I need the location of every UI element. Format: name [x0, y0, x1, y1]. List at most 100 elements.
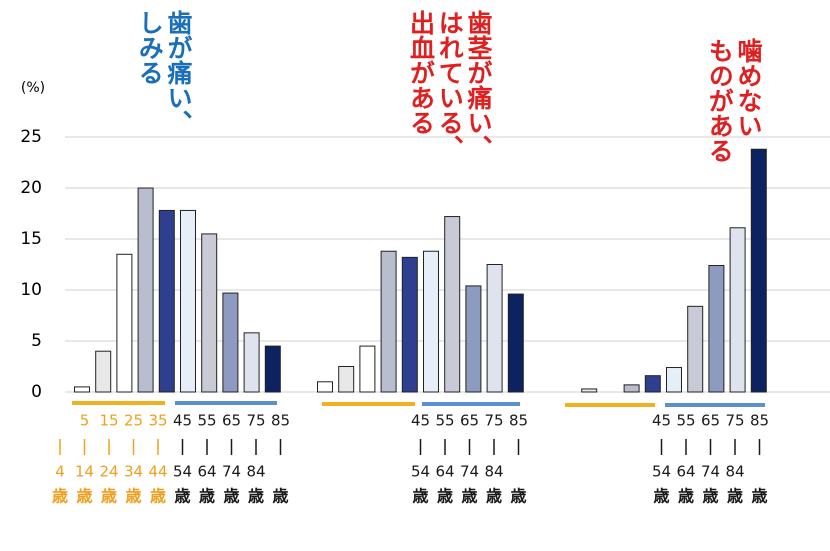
- age-from-label: 85: [509, 412, 528, 430]
- age-from-label: 65: [460, 412, 479, 430]
- age-from-label: 55: [197, 412, 216, 430]
- age-from-label: 75: [725, 412, 744, 430]
- age-unit-label: 歳: [223, 487, 239, 506]
- title-line: ものがある: [705, 38, 735, 163]
- y-tick-label: 0: [31, 382, 42, 402]
- age-to-label: 54: [411, 463, 430, 481]
- age-from-label: 55: [435, 412, 454, 430]
- age-to-label: 14: [75, 463, 94, 481]
- age-from-label: 75: [246, 412, 265, 430]
- age-to-label: 34: [124, 463, 143, 481]
- group-title: 歯茎が痛い、 はれている、 出血がある: [406, 10, 494, 160]
- age-unit-label: 歳: [486, 487, 502, 506]
- age-unit-label: 歳: [678, 487, 694, 506]
- bar: [201, 233, 218, 393]
- age-to-label: 84: [246, 463, 265, 481]
- bar: [623, 384, 640, 393]
- bar: [423, 250, 439, 393]
- age-from-label: 25: [124, 412, 143, 430]
- age-to-label: 4: [55, 463, 65, 481]
- bar: [729, 227, 746, 393]
- bar: [486, 264, 503, 393]
- age-from-label: 35: [148, 412, 167, 430]
- y-tick-label: 5: [31, 331, 42, 351]
- bar: [74, 386, 90, 393]
- bar: [317, 381, 333, 393]
- age-from-label: 15: [99, 412, 118, 430]
- bar: [687, 305, 704, 393]
- age-unit-label: 歳: [653, 487, 669, 506]
- bar: [401, 256, 418, 393]
- title-line: 噛めない: [734, 38, 763, 138]
- age-from-label: 45: [411, 412, 430, 430]
- bar: [380, 250, 397, 393]
- bar: [180, 209, 196, 393]
- title-line: しみる: [135, 10, 165, 85]
- age-to-label: 64: [197, 463, 216, 481]
- age-from-label: 85: [271, 412, 290, 430]
- title-line: 歯茎が痛い、: [464, 10, 493, 160]
- age-to-label: 24: [99, 463, 118, 481]
- age-to-label: 74: [701, 463, 720, 481]
- age-from-label: 5: [80, 412, 90, 430]
- age-unit-label: 歳: [412, 487, 428, 506]
- bar: [644, 375, 661, 393]
- y-axis-label: (%): [21, 80, 45, 96]
- age-from-label: 65: [701, 412, 720, 430]
- age-unit-label: 歳: [272, 487, 288, 506]
- age-to-label: 64: [435, 463, 454, 481]
- bar: [666, 367, 682, 393]
- age-unit-label: 歳: [199, 487, 215, 506]
- age-from-label: 45: [173, 412, 192, 430]
- bar: [338, 366, 355, 393]
- bar: [750, 148, 767, 393]
- bar: [581, 388, 598, 393]
- age-unit-label: 歳: [751, 487, 767, 506]
- age-to-label: 84: [484, 463, 503, 481]
- y-tick-label: 15: [20, 229, 42, 249]
- age-unit-label: 歳: [702, 487, 718, 506]
- bar: [359, 345, 376, 393]
- bar: [507, 293, 524, 393]
- bar: [158, 209, 175, 393]
- group-title: 歯が痛い、 しみる: [135, 10, 193, 135]
- age-unit-label: 歳: [174, 487, 190, 506]
- group-title: 噛めない ものがある: [705, 38, 763, 163]
- bar: [708, 265, 725, 393]
- age-to-label: 64: [676, 463, 695, 481]
- age-unit-label: 歳: [727, 487, 743, 506]
- age-unit-label: 歳: [437, 487, 453, 506]
- age-from-label: 85: [750, 412, 769, 430]
- age-to-label: 74: [222, 463, 241, 481]
- age-from-label: 45: [652, 412, 671, 430]
- age-unit-label: 歳: [461, 487, 477, 506]
- age-unit-label: 歳: [510, 487, 526, 506]
- age-unit-label: 歳: [150, 487, 166, 506]
- bar: [444, 216, 461, 393]
- age-from-label: 55: [676, 412, 695, 430]
- age-to-label: 74: [460, 463, 479, 481]
- bar: [243, 332, 260, 393]
- bar: [116, 253, 133, 393]
- y-tick-label: 10: [20, 280, 42, 300]
- age-unit-label: 歳: [248, 487, 264, 506]
- age-unit-label: 歳: [76, 487, 92, 506]
- age-to-label: 84: [725, 463, 744, 481]
- title-line: 歯が痛い、: [164, 10, 193, 135]
- title-line: 出血がある: [406, 10, 436, 135]
- title-line: はれている、: [435, 10, 465, 160]
- y-tick-label: 20: [20, 178, 42, 198]
- age-to-label: 54: [652, 463, 671, 481]
- age-to-label: 54: [173, 463, 192, 481]
- bar: [465, 285, 482, 393]
- bar: [264, 345, 281, 393]
- age-from-label: 75: [484, 412, 503, 430]
- age-to-label: 44: [148, 463, 167, 481]
- age-unit-label: 歳: [125, 487, 141, 506]
- bar: [222, 292, 239, 393]
- age-from-label: 65: [222, 412, 241, 430]
- y-tick-label: 25: [20, 127, 42, 147]
- bar: [95, 350, 112, 393]
- age-unit-label: 歳: [52, 487, 68, 506]
